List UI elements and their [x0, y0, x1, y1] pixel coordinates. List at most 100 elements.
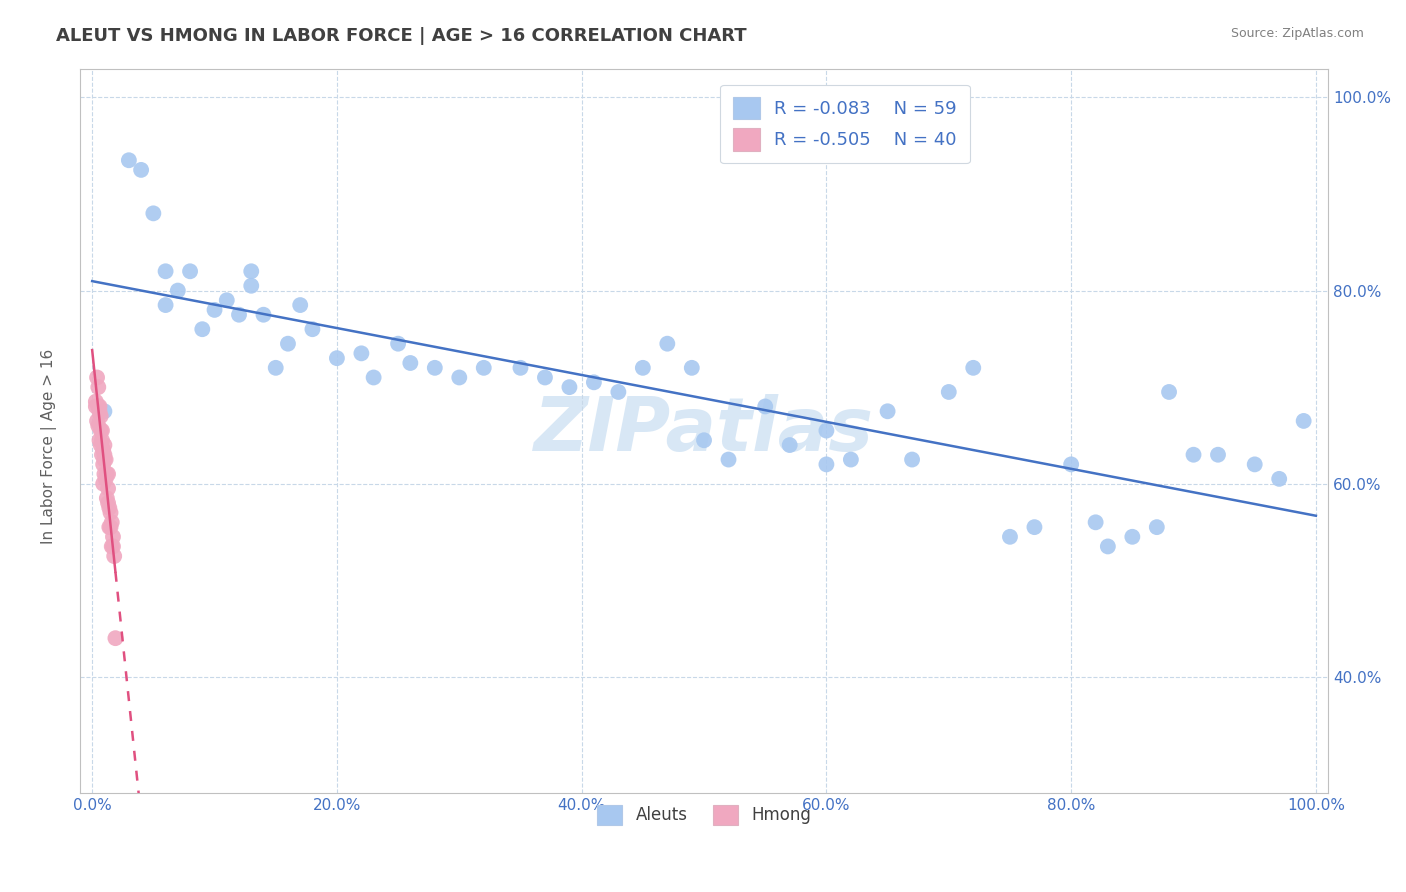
- Point: [84, 394, 107, 409]
- Point: [179, 264, 201, 278]
- Point: [423, 360, 446, 375]
- Point: [89, 434, 111, 448]
- Text: In Labor Force | Age > 16: In Labor Force | Age > 16: [41, 349, 58, 543]
- Point: [98, 520, 121, 534]
- Point: [240, 278, 263, 293]
- Point: [94, 472, 117, 486]
- Point: [534, 370, 557, 384]
- Point: [717, 452, 740, 467]
- Point: [998, 530, 1021, 544]
- Point: [87, 418, 110, 433]
- Point: [100, 540, 122, 554]
- Point: [155, 298, 177, 312]
- Point: [363, 370, 385, 384]
- Point: [657, 336, 679, 351]
- Point: [91, 476, 114, 491]
- Point: [91, 442, 114, 457]
- Point: [962, 360, 984, 375]
- Point: [91, 448, 114, 462]
- Point: [101, 540, 124, 554]
- Point: [228, 308, 250, 322]
- Point: [166, 284, 188, 298]
- Legend: Aleuts, Hmong: Aleuts, Hmong: [588, 795, 821, 835]
- Point: [350, 346, 373, 360]
- Point: [839, 452, 862, 467]
- Point: [1060, 458, 1083, 472]
- Point: [779, 438, 801, 452]
- Point: [86, 414, 108, 428]
- Point: [472, 360, 495, 375]
- Point: [301, 322, 323, 336]
- Point: [326, 351, 349, 366]
- Point: [1206, 448, 1229, 462]
- Point: [264, 360, 287, 375]
- Point: [277, 336, 299, 351]
- Point: [87, 380, 110, 394]
- Point: [93, 452, 115, 467]
- Point: [93, 438, 115, 452]
- Point: [558, 380, 581, 394]
- Point: [449, 370, 471, 384]
- Point: [607, 384, 630, 399]
- Point: [681, 360, 703, 375]
- Point: [90, 424, 112, 438]
- Point: [631, 360, 654, 375]
- Text: ALEUT VS HMONG IN LABOR FORCE | AGE > 16 CORRELATION CHART: ALEUT VS HMONG IN LABOR FORCE | AGE > 16…: [56, 27, 747, 45]
- Point: [1097, 540, 1119, 554]
- Point: [91, 458, 114, 472]
- Point: [1146, 520, 1168, 534]
- Point: [100, 506, 122, 520]
- Text: ZIPatlas: ZIPatlas: [534, 394, 875, 467]
- Point: [93, 404, 115, 418]
- Point: [87, 400, 110, 414]
- Point: [1157, 384, 1180, 399]
- Point: [101, 530, 124, 544]
- Point: [1268, 472, 1291, 486]
- Point: [1024, 520, 1046, 534]
- Point: [91, 424, 114, 438]
- Point: [204, 302, 226, 317]
- Text: Source: ZipAtlas.com: Source: ZipAtlas.com: [1230, 27, 1364, 40]
- Point: [98, 500, 121, 515]
- Point: [103, 549, 125, 563]
- Point: [938, 384, 960, 399]
- Point: [93, 467, 115, 481]
- Point: [129, 162, 152, 177]
- Point: [118, 153, 141, 168]
- Point: [215, 293, 238, 308]
- Point: [91, 434, 114, 448]
- Point: [97, 467, 120, 481]
- Point: [1121, 530, 1143, 544]
- Point: [901, 452, 924, 467]
- Point: [191, 322, 214, 336]
- Point: [93, 448, 115, 462]
- Point: [90, 438, 112, 452]
- Point: [1292, 414, 1315, 428]
- Point: [89, 404, 111, 418]
- Point: [97, 496, 120, 510]
- Point: [509, 360, 531, 375]
- Point: [240, 264, 263, 278]
- Point: [754, 400, 776, 414]
- Point: [815, 458, 838, 472]
- Point: [387, 336, 409, 351]
- Point: [97, 482, 120, 496]
- Point: [399, 356, 422, 370]
- Point: [89, 400, 111, 414]
- Point: [90, 409, 112, 423]
- Point: [1243, 458, 1265, 472]
- Point: [100, 516, 122, 530]
- Point: [86, 370, 108, 384]
- Point: [876, 404, 898, 418]
- Point: [1182, 448, 1205, 462]
- Point: [100, 520, 122, 534]
- Point: [94, 452, 117, 467]
- Point: [290, 298, 312, 312]
- Point: [1084, 516, 1107, 530]
- Point: [104, 631, 127, 645]
- Point: [96, 491, 118, 505]
- Point: [582, 376, 605, 390]
- Point: [142, 206, 165, 220]
- Point: [693, 434, 716, 448]
- Point: [155, 264, 177, 278]
